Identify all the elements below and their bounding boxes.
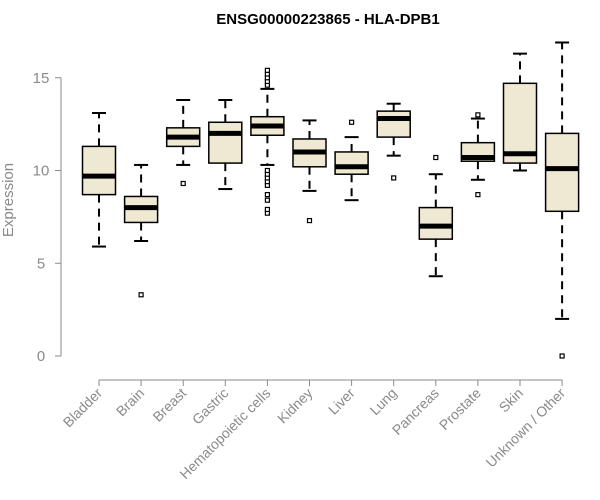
outlier-point — [349, 119, 355, 125]
y-tick-label: 10 — [33, 163, 50, 180]
x-tick-label: Liver — [325, 385, 358, 418]
box-gastric — [208, 99, 243, 191]
outlier-point — [475, 112, 481, 118]
box-liver — [334, 119, 369, 202]
box-prostate — [460, 112, 496, 198]
x-tick-label: Bladder — [60, 385, 106, 431]
chart-title: ENSG00000223865 - HLA-DPB1 — [216, 11, 439, 28]
outlier-point — [306, 217, 313, 224]
box-pancreas — [418, 154, 454, 278]
box-series — [81, 41, 580, 359]
box-bladder — [81, 111, 117, 248]
outlier-point — [180, 180, 186, 187]
x-tick-label: Breast — [149, 385, 189, 425]
x-tick-label: Lung — [366, 385, 399, 418]
outlier-point — [264, 206, 270, 213]
x-tick-label: Unknown / Other — [483, 385, 569, 471]
box-hematopoietic-cells — [250, 67, 285, 216]
outlier-point — [391, 175, 397, 181]
box-brain — [123, 163, 159, 298]
y-axis-label: Expression — [0, 163, 17, 237]
box-iqr — [544, 132, 580, 213]
box-iqr — [502, 82, 538, 164]
outlier-point — [433, 154, 439, 161]
outlier-point — [264, 192, 270, 198]
box-skin — [502, 52, 538, 172]
box-iqr — [418, 206, 454, 240]
outlier-point — [559, 353, 565, 359]
y-axis: 0 5 10 15 — [33, 70, 62, 365]
box-breast — [165, 99, 201, 187]
x-tick-label: Pancreas — [389, 385, 442, 438]
box-iqr — [208, 121, 243, 164]
x-tick-label: Prostate — [436, 385, 484, 433]
box-iqr — [81, 145, 117, 196]
outlier-point — [264, 197, 270, 203]
x-tick-label: Kidney — [274, 385, 316, 427]
x-tick-label: Brain — [113, 385, 147, 419]
outlier-point — [475, 192, 481, 198]
x-tick-label: Skin — [496, 385, 527, 416]
box-kidney — [292, 119, 327, 224]
outlier-point — [264, 67, 270, 73]
y-tick-label: 0 — [37, 348, 45, 365]
y-tick-label: 5 — [37, 255, 45, 272]
box-iqr — [334, 151, 369, 175]
box-iqr — [376, 110, 411, 138]
y-tick-label: 15 — [33, 70, 50, 87]
box-lung — [376, 102, 411, 181]
outlier-point — [138, 292, 144, 298]
outlier-point — [264, 167, 270, 174]
box-unknown-other — [544, 41, 580, 359]
